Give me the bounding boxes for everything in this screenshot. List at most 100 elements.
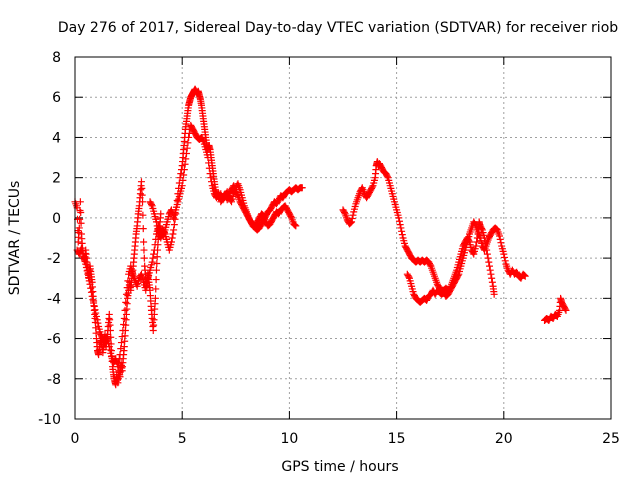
data-point	[485, 258, 493, 266]
data-point	[497, 239, 505, 247]
data-point	[120, 314, 128, 322]
data-point	[143, 278, 151, 286]
data-point	[85, 274, 93, 282]
data-point	[177, 166, 185, 174]
data-point	[77, 209, 85, 217]
data-point	[454, 272, 462, 280]
data-point	[170, 221, 178, 229]
data-point	[140, 238, 148, 246]
data-point	[140, 254, 148, 262]
data-point	[150, 246, 158, 254]
data-point	[117, 345, 125, 353]
data-point	[426, 261, 434, 269]
data-point	[120, 320, 128, 328]
data-point	[87, 288, 95, 296]
data-point	[105, 343, 113, 351]
data-point	[173, 196, 181, 204]
data-point	[184, 139, 192, 147]
data-point	[368, 183, 376, 191]
data-point	[82, 263, 90, 271]
data-point	[488, 278, 496, 286]
data-point	[171, 215, 179, 223]
data-point	[486, 266, 494, 274]
data-point	[83, 267, 91, 275]
data-point	[298, 184, 306, 192]
x-tick-label: 5	[178, 431, 187, 447]
data-point	[140, 246, 148, 254]
y-tick-label: 6	[52, 90, 61, 106]
data-point	[290, 221, 298, 229]
data-point	[348, 218, 356, 226]
data-point	[105, 339, 113, 347]
y-tick-label: 2	[52, 171, 61, 187]
data-point	[115, 359, 123, 367]
data-point	[395, 214, 403, 222]
x-tick-label: 25	[602, 431, 620, 447]
data-point	[82, 260, 90, 268]
data-point	[520, 271, 528, 279]
data-point	[521, 272, 529, 280]
data-point	[148, 258, 156, 266]
data-point	[93, 316, 101, 324]
data-point	[395, 217, 403, 225]
grid-lines	[75, 57, 611, 419]
data-point	[169, 230, 177, 238]
data-point	[483, 250, 491, 258]
data-point	[142, 286, 150, 294]
data-point	[487, 270, 495, 278]
data-point	[121, 306, 129, 314]
data-point	[75, 224, 83, 232]
data-point	[122, 290, 130, 298]
data-point	[137, 178, 145, 186]
data-point	[94, 319, 102, 327]
chart-title: Day 276 of 2017, Sidereal Day-to-day VTE…	[58, 20, 618, 36]
data-point	[124, 277, 132, 285]
data-point	[168, 234, 176, 242]
data-point	[170, 226, 178, 234]
data-point	[92, 309, 100, 317]
x-tick-label: 10	[280, 431, 298, 447]
data-point	[106, 327, 114, 335]
data-point	[562, 306, 570, 314]
y-tick-label: -8	[47, 372, 61, 388]
data-point	[151, 294, 159, 302]
data-point	[176, 174, 184, 182]
data-point	[152, 285, 160, 293]
data-point	[471, 221, 479, 229]
series-segment-5	[403, 218, 529, 306]
data-point	[469, 249, 477, 257]
data-point	[139, 198, 147, 206]
data-point	[90, 302, 98, 310]
data-point	[91, 306, 99, 314]
data-point	[117, 339, 125, 347]
data-point	[340, 209, 348, 217]
data-point	[119, 327, 127, 335]
data-point	[501, 253, 509, 261]
y-tick-label: -2	[47, 251, 61, 267]
data-point	[383, 172, 391, 180]
plot-frame	[74, 56, 612, 420]
data-point	[398, 231, 406, 239]
data-point	[76, 215, 84, 223]
data-point	[501, 257, 509, 265]
y-tick-label: 8	[52, 50, 61, 66]
data-point	[496, 232, 504, 240]
data-point	[104, 336, 112, 344]
data-point	[172, 203, 180, 211]
data-point	[349, 211, 357, 219]
y-tick-label: -4	[47, 291, 61, 307]
data-point	[177, 170, 185, 178]
data-points	[71, 85, 570, 389]
data-point	[118, 333, 126, 341]
data-point	[76, 198, 84, 206]
data-point	[153, 259, 161, 267]
series-segment-6	[541, 294, 570, 324]
data-point	[84, 270, 92, 278]
data-point	[77, 219, 85, 227]
data-point	[85, 277, 93, 285]
data-point	[346, 219, 354, 227]
data-point	[174, 190, 182, 198]
data-point	[107, 349, 115, 357]
data-point	[122, 298, 130, 306]
data-point	[152, 218, 160, 226]
